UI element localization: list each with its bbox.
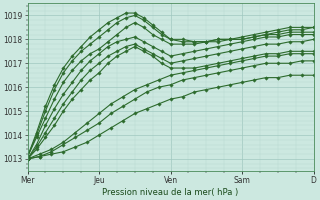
X-axis label: Pression niveau de la mer( hPa ): Pression niveau de la mer( hPa ) <box>102 188 239 197</box>
